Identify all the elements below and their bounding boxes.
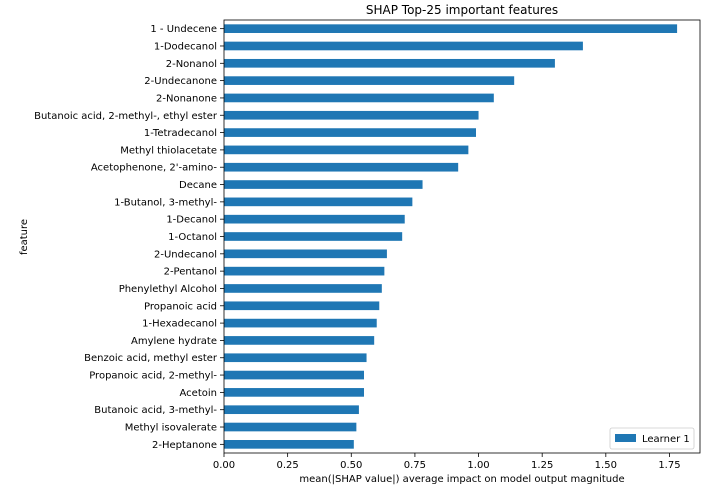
bar (224, 110, 479, 120)
bar (224, 41, 583, 51)
bar (224, 162, 459, 172)
bar (224, 197, 413, 207)
bar (224, 388, 364, 397)
y-tick-label: 1-Tetradecanol (144, 128, 217, 139)
x-axis-title: mean(|SHAP value|) average impact on mod… (299, 474, 624, 485)
y-tick-label: 2-Undecanone (144, 76, 217, 87)
y-tick-label: 2-Pentanol (164, 267, 217, 278)
bar (224, 301, 380, 311)
legend-box (609, 427, 695, 450)
bar (224, 422, 357, 432)
x-tick-label: 0.00 (213, 460, 235, 471)
bar (224, 353, 367, 363)
bar (224, 24, 678, 33)
y-tick-label: Methyl isovalerate (125, 423, 217, 434)
y-tick-label: 1 - Undecene (150, 24, 217, 35)
x-tick-label: 0.75 (404, 460, 426, 471)
x-tick-label: 1.50 (595, 460, 617, 471)
y-tick-label: Butanoic acid, 2-methyl-, ethyl ester (34, 111, 218, 122)
bar (224, 370, 364, 380)
legend: Learner 1 (609, 427, 695, 450)
bar (224, 405, 359, 415)
y-tick-label: 1-Butanol, 3-methyl- (114, 197, 217, 208)
y-tick-label: Decane (179, 180, 217, 191)
y-tick-label: 2-Nonanone (156, 93, 217, 104)
bar (224, 440, 354, 449)
y-tick-label: 1-Dodecanol (154, 41, 217, 52)
bar (224, 128, 476, 137)
y-tick-label: 1-Decanol (166, 215, 217, 226)
y-tick-label: Benzoic acid, methyl ester (84, 353, 218, 364)
bar (224, 180, 423, 189)
y-tick-label: Butanoic acid, 3-methyl- (94, 405, 217, 416)
y-tick-label: 1-Octanol (168, 232, 217, 243)
x-tick-label: 1.25 (531, 460, 553, 471)
bar (224, 58, 555, 68)
y-tick-label: Propanoic acid, 2-methyl- (89, 371, 217, 382)
x-tick-label: 0.25 (277, 460, 299, 471)
bar (224, 249, 387, 259)
bar (224, 284, 382, 293)
bar (224, 318, 377, 328)
chart-title: SHAP Top-25 important features (366, 3, 558, 17)
bar (224, 266, 385, 276)
y-axis: 1 - Undecene 1-Dodecanol 2-Nonanol 2-Undeca… (34, 24, 224, 451)
x-tick-label: 1.75 (658, 460, 680, 471)
bar (224, 93, 494, 103)
y-tick-label: Amylene hydrate (131, 336, 217, 347)
bars-group (224, 24, 678, 449)
y-tick-label: Acetoin (180, 388, 217, 399)
bar (224, 232, 403, 241)
x-tick-label: 1.00 (467, 460, 489, 471)
legend-swatch (615, 434, 636, 442)
bar (224, 336, 375, 345)
y-tick-label: Propanoic acid (144, 301, 217, 312)
y-tick-label: Acetophenone, 2'-amino- (91, 163, 218, 174)
bar (224, 145, 469, 155)
y-tick-label: 2-Undecanol (154, 249, 217, 260)
y-tick-label: 2-Nonanol (166, 59, 217, 70)
y-tick-label: 1-Hexadecanol (142, 319, 217, 330)
x-axis: 0.00 0.25 0.50 0.75 1.00 1.25 1.50 1.75 (213, 453, 681, 471)
y-tick-label: Phenylethyl Alcohol (119, 284, 217, 295)
bar (224, 214, 405, 224)
bar (224, 76, 515, 85)
x-tick-label: 0.50 (340, 460, 362, 471)
legend-label: Learner 1 (642, 434, 690, 445)
y-tick-label: Methyl thiolacetate (120, 145, 217, 156)
y-tick-label: 2-Heptanone (152, 440, 217, 451)
y-axis-title: feature (19, 219, 30, 255)
